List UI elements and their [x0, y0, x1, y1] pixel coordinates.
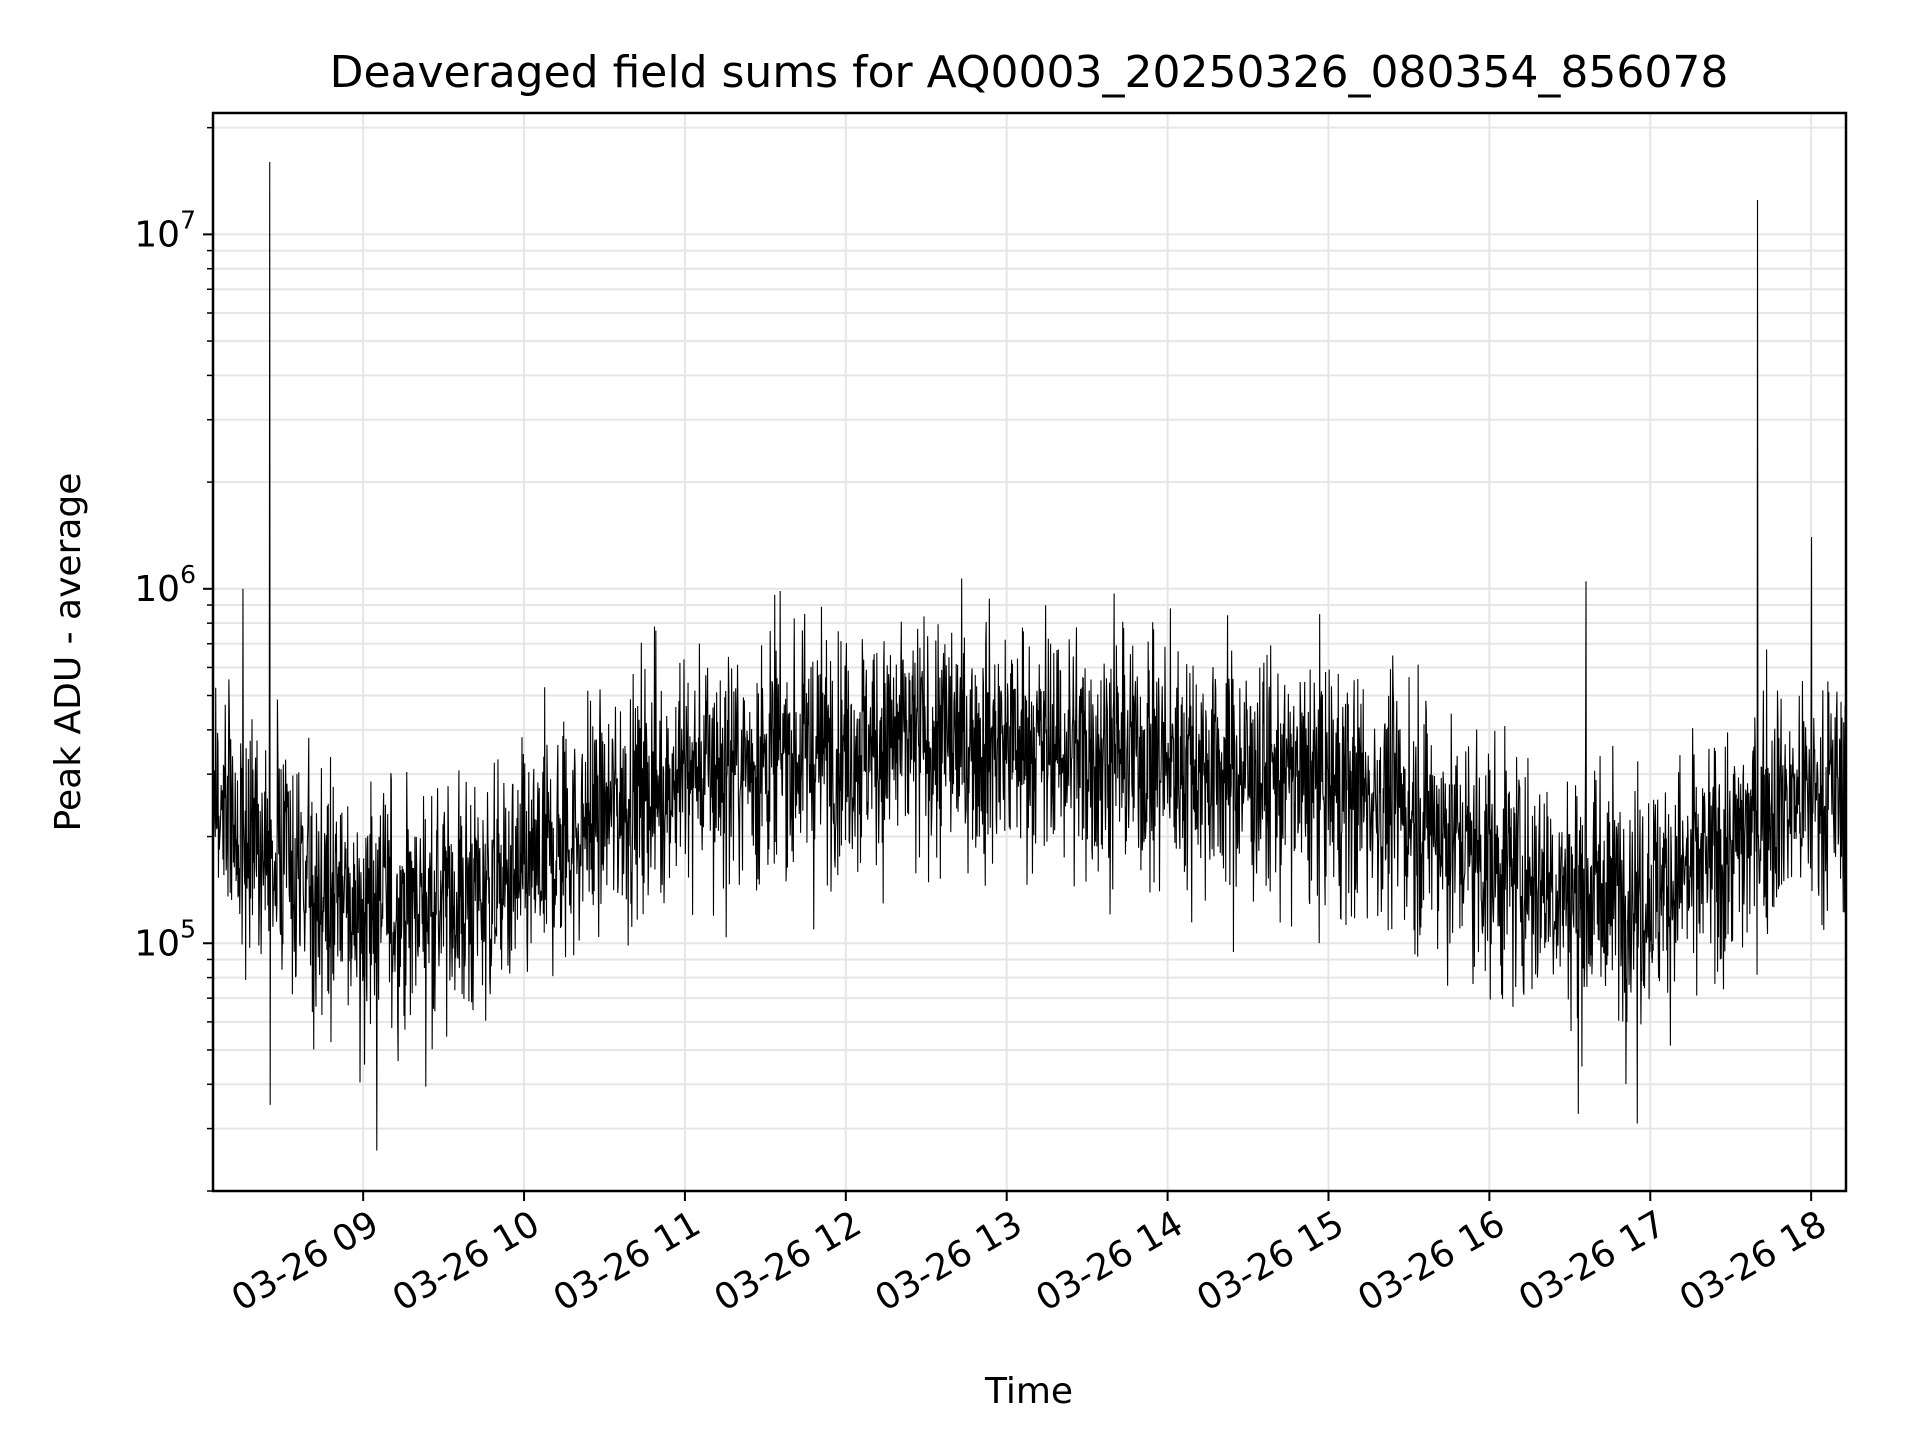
- y-tick-base: 10: [134, 214, 180, 255]
- y-tick-base: 10: [134, 923, 180, 964]
- y-tick-label: 105: [134, 914, 196, 964]
- y-tick-label: 106: [134, 560, 196, 610]
- plot-frame: [211, 111, 1848, 1193]
- y-axis-label: Peak ADU - average: [48, 473, 89, 832]
- x-axis-label: Time: [984, 1371, 1073, 1412]
- series-line: [213, 162, 1846, 1151]
- y-tick-exponent: 6: [180, 560, 196, 589]
- chart-title: Deaveraged field sums for AQ0003_2025032…: [330, 47, 1729, 98]
- y-tick-exponent: 7: [180, 205, 196, 234]
- y-tick-label: 107: [134, 205, 196, 255]
- y-tick-exponent: 5: [180, 914, 196, 943]
- y-tick-base: 10: [134, 569, 180, 610]
